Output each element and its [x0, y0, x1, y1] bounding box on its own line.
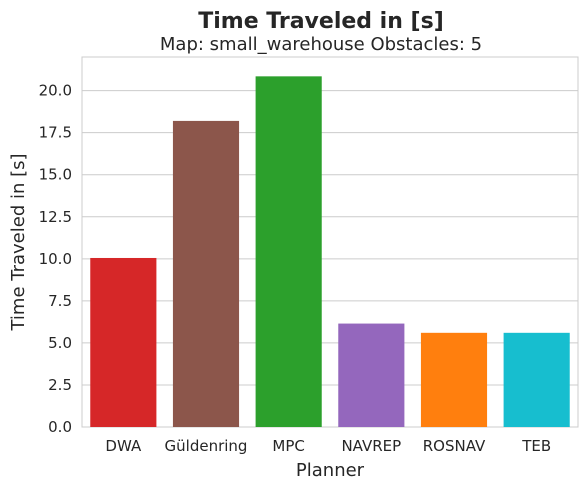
y-tick-label: 2.5	[48, 376, 72, 394]
y-tick-label: 17.5	[39, 124, 72, 142]
y-tick-label: 7.5	[48, 292, 72, 310]
y-tick-label: 15.0	[39, 166, 72, 184]
x-tick-labels: DWA Güldenring MPC NAVREP ROSNAV TEB	[105, 437, 551, 455]
x-tick-label: MPC	[272, 437, 304, 455]
x-tick-label: TEB	[521, 437, 551, 455]
bars	[90, 76, 570, 427]
bar-g-ldenring	[172, 120, 240, 427]
bar-rosnav	[420, 332, 488, 427]
bar-navrep	[338, 323, 405, 427]
y-tick-label: 10.0	[39, 250, 72, 268]
grid-lines	[82, 90, 578, 386]
bar-teb	[503, 332, 570, 427]
y-axis-label: Time Traveled in [s]	[8, 153, 29, 331]
y-tick-label: 0.0	[48, 418, 72, 436]
bar-mpc	[255, 76, 322, 427]
x-axis-label: Planner	[296, 460, 365, 481]
x-tick-label: Güldenring	[165, 437, 248, 455]
x-tick-label: ROSNAV	[423, 437, 486, 455]
y-tick-label: 12.5	[39, 208, 72, 226]
x-tick-label: NAVREP	[341, 437, 401, 455]
x-tick-label: DWA	[105, 437, 142, 455]
y-tick-label: 20.0	[39, 82, 72, 100]
bar-dwa	[90, 257, 157, 427]
y-tick-labels: 0.0 2.5 5.0 7.5 10.0 12.5 15.0 17.5 20.0	[39, 82, 72, 436]
plot-area	[81, 56, 579, 428]
y-tick-label: 5.0	[48, 334, 72, 352]
chart-title: Time Traveled in [s]	[198, 9, 444, 34]
chart-subtitle: Map: small_warehouse Obstacles: 5	[160, 34, 482, 55]
